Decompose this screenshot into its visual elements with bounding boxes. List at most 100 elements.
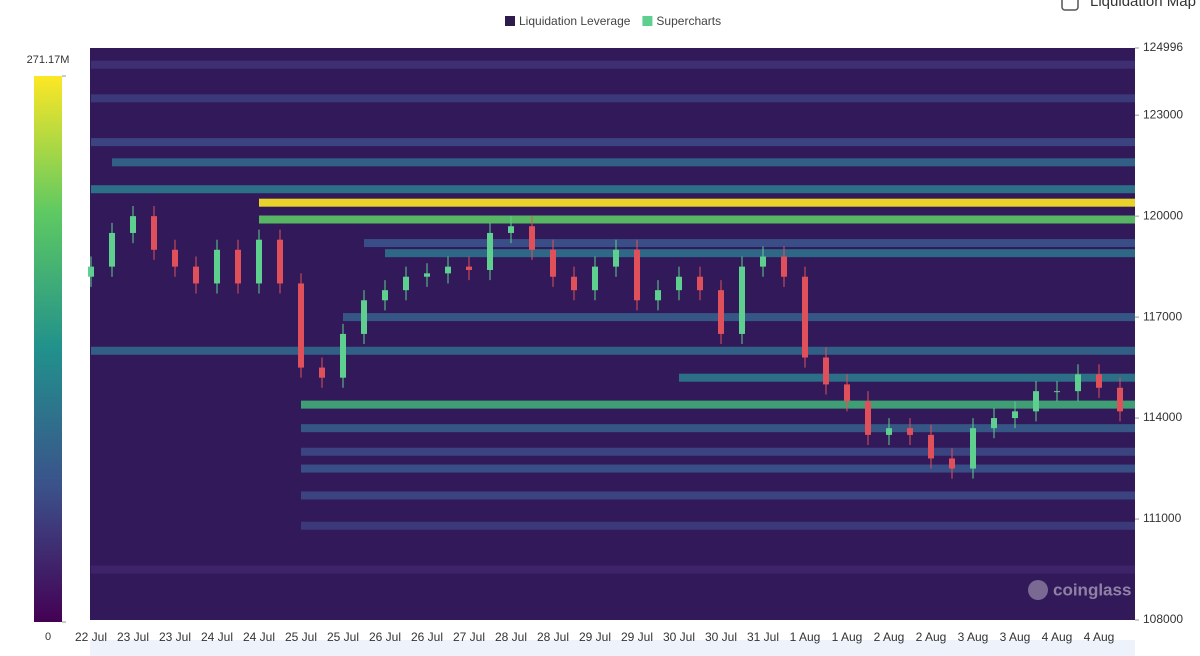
candle-body [970,428,976,469]
heat-band [301,521,1135,530]
y-tick-label: 108000 [1143,612,1183,626]
x-tick-label: 3 Aug [1000,630,1031,644]
x-tick-label: 30 Jul [663,630,695,644]
y-tick-label: 111000 [1143,511,1182,525]
candle-body [529,226,535,250]
plot-area [90,48,1135,620]
candle-body [592,266,598,291]
heat-band [91,138,1135,147]
watermark: coinglass [1053,580,1131,599]
x-tick-label: 30 Jul [705,630,737,644]
x-tick-label: 1 Aug [790,630,821,644]
watermark-icon [1028,580,1048,600]
x-tick-label: 24 Jul [243,630,275,644]
candle-body [277,239,283,284]
x-tick-label: 28 Jul [537,630,569,644]
colorbar [34,76,62,622]
candle-body [886,428,892,435]
candle-body [235,249,241,284]
candle-body [844,384,850,402]
x-tick-label: 31 Jul [747,630,779,644]
y-tick-label: 120000 [1143,208,1183,222]
y-tick-label: 124996 [1143,40,1183,54]
x-tick-label: 1 Aug [832,630,863,644]
x-tick-label: 25 Jul [285,630,317,644]
candle-body [991,418,997,429]
candle-body [193,266,199,284]
toggle-checkbox[interactable] [1061,0,1079,11]
y-tick-label: 123000 [1143,107,1183,121]
x-tick-label: 3 Aug [958,630,989,644]
candle-body [340,333,346,378]
candle-body [907,428,913,435]
x-tick-label: 4 Aug [1084,630,1115,644]
candle-body [739,266,745,334]
candle-body [823,357,829,385]
heat-band [91,346,1135,355]
heat-band [301,424,1135,433]
candle-body [949,458,955,469]
x-tick-label: 27 Jul [453,630,485,644]
candle-body [634,249,640,301]
heat-band [91,94,1135,103]
legend-label: Supercharts [656,14,721,28]
legend-label: Liquidation Leverage [519,14,631,28]
legend-swatch [505,16,515,26]
candle-body [781,256,787,277]
heat-band [385,249,1135,258]
x-tick-label: 4 Aug [1042,630,1073,644]
x-tick-label: 23 Jul [159,630,191,644]
candle-body [130,216,136,233]
candle-body [613,249,619,267]
x-tick-label: 26 Jul [369,630,401,644]
candle-body [1033,391,1039,412]
overview-strip [90,640,1135,656]
heat-band [259,198,1135,207]
x-tick-label: 29 Jul [621,630,653,644]
x-tick-label: 24 Jul [201,630,233,644]
candle-body [865,401,871,435]
candle-body [1117,387,1123,412]
candle-body [760,256,766,267]
y-tick-label: 117000 [1143,309,1182,323]
candle-body [256,239,262,284]
heat-band [91,565,1135,574]
heat-band [91,185,1135,194]
x-tick-label: 2 Aug [916,630,947,644]
candle-body [718,290,724,334]
heat-band [301,447,1135,456]
candle-body [109,232,115,267]
candle-body [550,249,556,277]
x-tick-label: 22 Jul [75,630,107,644]
legend-swatch [642,16,653,26]
x-tick-label: 25 Jul [327,630,359,644]
candle-body [1075,374,1081,392]
candle-body [928,434,934,459]
x-tick-label: 28 Jul [495,630,527,644]
toggle-label[interactable]: Liquidation Map [1090,0,1196,10]
candle-body [487,232,493,270]
heat-band [259,215,1135,224]
candle-body [172,249,178,267]
candle-body [571,276,577,291]
candle-body [151,216,157,250]
x-tick-label: 2 Aug [874,630,905,644]
candle-body [802,276,808,358]
colorbar-tick-label: 0 [45,631,51,643]
candle-body [1096,374,1102,388]
heat-band [91,60,1135,69]
candle-body [424,273,430,277]
candle-body [214,249,220,284]
candle-body [319,367,325,378]
x-tick-label: 23 Jul [117,630,149,644]
candle-body [697,276,703,291]
candle-body [655,290,661,301]
x-tick-label: 29 Jul [579,630,611,644]
heat-band [301,464,1135,473]
colorbar-tick-label: 271.17M [27,54,70,66]
candle-body [382,290,388,301]
candle-body [445,266,451,274]
heat-band [301,491,1135,500]
heat-band [364,239,1135,248]
